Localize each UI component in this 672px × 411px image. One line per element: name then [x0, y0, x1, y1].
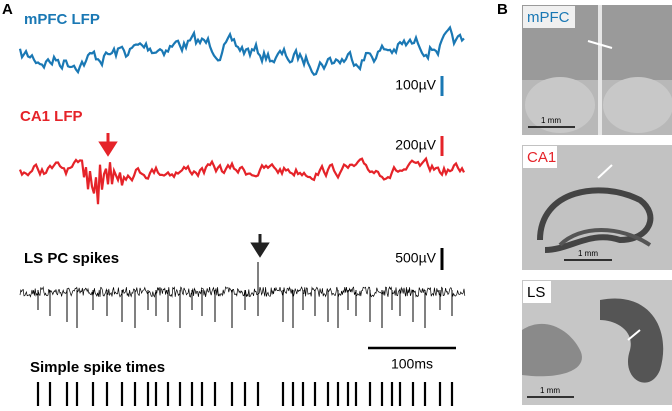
scale-label: 100ms — [391, 356, 433, 372]
lfp-trace — [18, 25, 465, 77]
scale-label: 100µV — [395, 77, 436, 93]
panel-label: B — [497, 1, 508, 18]
scale-label: 200µV — [395, 137, 436, 153]
trace-label: LS PC spikes — [24, 250, 119, 267]
arrow — [250, 234, 270, 258]
raster-label: Simple spike times — [30, 359, 165, 376]
panel-label: A — [2, 1, 13, 18]
spike-trace — [19, 285, 466, 298]
image-scale: 1 mm — [578, 249, 598, 258]
trace-label: CA1 LFP — [20, 108, 83, 125]
histology-ca1: 1 mm CA1 — [522, 145, 672, 270]
arrow — [98, 133, 118, 157]
image-label: CA1 — [527, 149, 556, 166]
image-scale: 1 mm — [540, 386, 560, 395]
scale-label: 500µV — [395, 250, 436, 266]
image-label: LS — [527, 284, 545, 301]
histology-mpfc: 1 mm mPFC — [522, 5, 672, 135]
image-scale: 1 mm — [541, 116, 561, 125]
trace-label: mPFC LFP — [24, 11, 100, 28]
image-label: mPFC — [527, 9, 570, 26]
lfp-trace — [18, 156, 465, 205]
histology-ls: 1 mm LS — [522, 280, 672, 405]
